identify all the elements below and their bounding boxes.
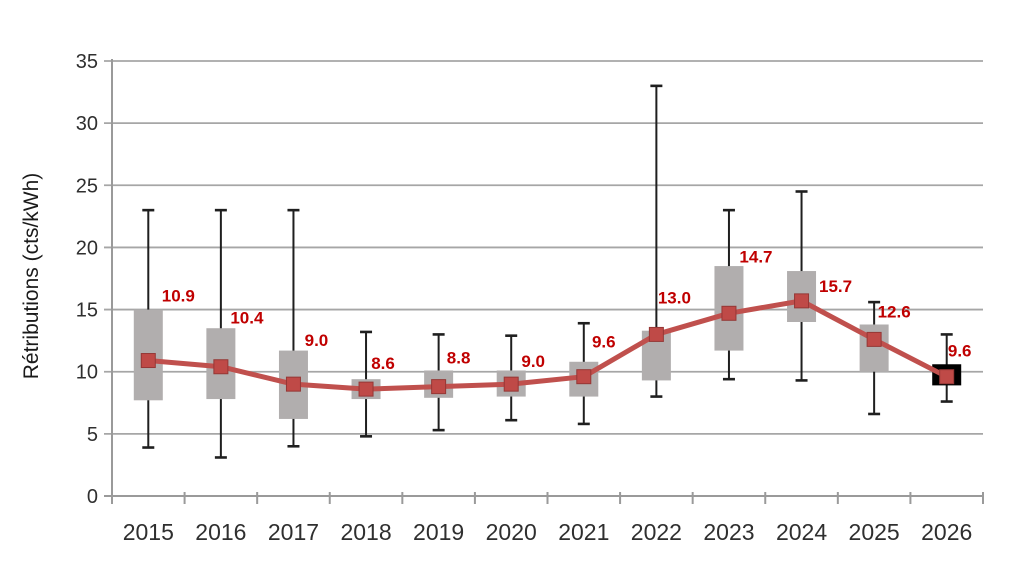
data-label: 10.4	[230, 309, 264, 328]
median-marker	[939, 369, 955, 385]
x-tick-label: 2018	[340, 519, 391, 545]
x-tick-label: 2020	[486, 519, 537, 545]
y-tick-label: 0	[87, 486, 98, 508]
median-marker	[503, 376, 519, 392]
x-tick-label: 2024	[776, 519, 827, 545]
data-label: 9.6	[948, 342, 972, 361]
y-tick-label: 25	[76, 175, 98, 197]
data-label: 8.8	[447, 349, 471, 368]
data-label: 9.0	[305, 331, 329, 350]
x-tick-label: 2023	[703, 519, 754, 545]
x-tick-label: 2015	[123, 519, 174, 545]
x-tick-label: 2026	[921, 519, 972, 545]
x-tick-label: 2022	[631, 519, 682, 545]
median-line	[145, 298, 950, 392]
median-marker	[431, 379, 447, 395]
axes-layer	[104, 59, 984, 504]
x-tick-label: 2019	[413, 519, 464, 545]
x-tick-label: 2017	[268, 519, 319, 545]
data-label: 9.0	[521, 352, 545, 371]
data-label: 14.7	[739, 247, 772, 266]
median-marker	[358, 381, 374, 397]
x-tick-label: 2021	[558, 519, 609, 545]
y-axis-title: Rétributions (cts/kWh)	[20, 173, 43, 380]
data-label: 10.9	[162, 287, 195, 306]
y-tick-label: 10	[76, 362, 98, 384]
median-marker	[213, 359, 229, 375]
median-marker	[648, 326, 664, 342]
y-tick-label: 15	[76, 300, 98, 322]
y-tick-label: 35	[76, 51, 98, 73]
y-tick-label: 20	[76, 237, 98, 259]
y-tick-label: 5	[87, 424, 98, 446]
data-labels-layer: 10.9 10.4 9.0 8.6 8.8 9.0 9.6 13.0 14.7 15.7 12.6 9…	[162, 247, 972, 373]
data-label: 9.6	[592, 333, 616, 352]
x-tick-label: 2016	[195, 519, 246, 545]
y-tick-label: 30	[76, 113, 98, 135]
median-line-layer	[140, 293, 955, 397]
median-marker	[285, 376, 301, 392]
median-marker	[866, 331, 882, 347]
median-marker	[721, 305, 737, 321]
median-marker	[794, 293, 810, 309]
whiskers-layer	[142, 84, 953, 459]
data-label: 8.6	[371, 354, 395, 373]
data-label: 13.0	[658, 288, 691, 307]
median-marker	[140, 353, 156, 369]
data-label: 15.7	[819, 277, 852, 296]
x-tick-label: 2025	[849, 519, 900, 545]
data-label: 12.6	[878, 302, 911, 321]
median-marker	[576, 369, 592, 385]
gridlines-layer	[104, 60, 983, 435]
